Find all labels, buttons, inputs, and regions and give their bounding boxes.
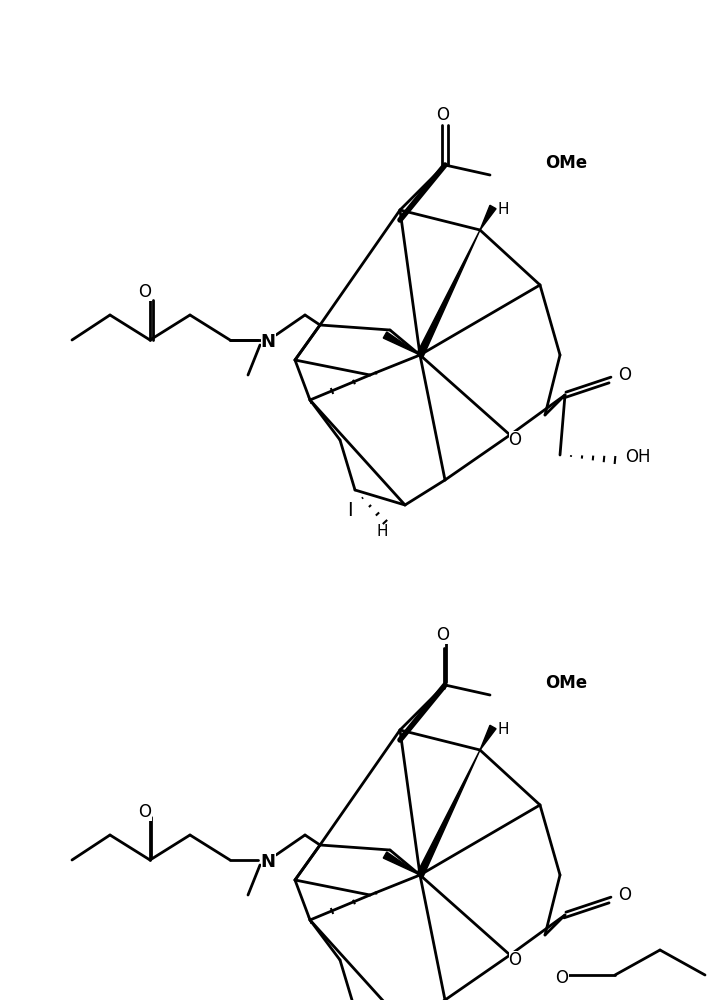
Text: OMe: OMe xyxy=(545,674,587,692)
Text: O: O xyxy=(436,626,450,644)
Text: I: I xyxy=(347,500,353,520)
Polygon shape xyxy=(417,230,480,357)
Text: I: I xyxy=(347,500,353,520)
Polygon shape xyxy=(480,725,496,750)
Polygon shape xyxy=(383,332,420,355)
Polygon shape xyxy=(480,205,496,230)
Text: OMe: OMe xyxy=(545,154,587,172)
Text: O: O xyxy=(618,366,631,384)
Text: H: H xyxy=(497,202,509,218)
Text: OH: OH xyxy=(625,448,650,466)
Text: N: N xyxy=(260,853,276,871)
Text: O: O xyxy=(508,951,522,969)
Polygon shape xyxy=(417,750,480,877)
Text: O: O xyxy=(139,803,151,821)
Text: H: H xyxy=(497,722,509,738)
Text: O: O xyxy=(556,969,568,987)
Polygon shape xyxy=(383,852,420,875)
Text: O: O xyxy=(508,431,522,449)
Text: N: N xyxy=(260,333,276,351)
Text: O: O xyxy=(139,283,151,301)
Text: O: O xyxy=(436,106,450,124)
Text: H: H xyxy=(376,524,387,540)
Text: O: O xyxy=(618,886,631,904)
